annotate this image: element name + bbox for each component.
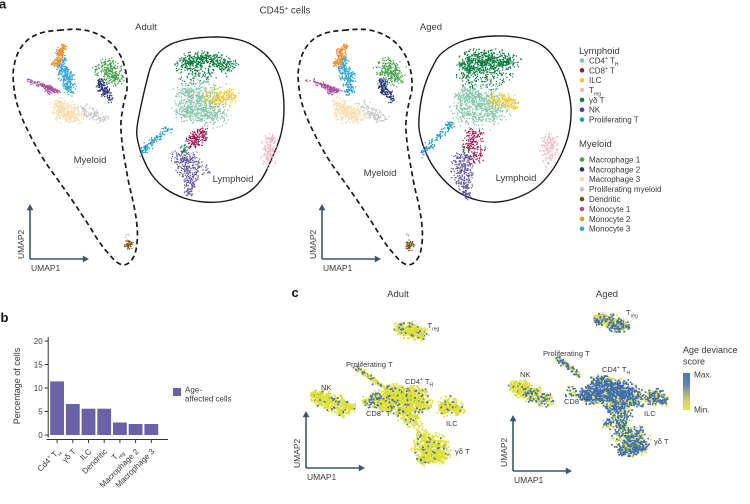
svg-text:UMAP2: UMAP2 (292, 438, 302, 468)
svg-text:Monocyte 1: Monocyte 1 (589, 205, 631, 214)
svg-text:Macrophage 2: Macrophage 2 (589, 165, 641, 174)
svg-text:20: 20 (34, 337, 43, 346)
svg-text:Treg: Treg (626, 308, 638, 320)
svg-text:Age-: Age- (185, 386, 202, 395)
svg-text:NK: NK (520, 370, 530, 379)
svg-text:CD45+ cells: CD45+ cells (260, 6, 311, 17)
svg-text:Myeloid: Myeloid (579, 139, 612, 150)
svg-text:Macrophage 1: Macrophage 1 (589, 155, 641, 164)
svg-text:ILC: ILC (644, 409, 656, 418)
svg-text:Lymphoid: Lymphoid (496, 173, 537, 184)
svg-text:UMAP2: UMAP2 (308, 229, 318, 259)
svg-text:CD4+ TH: CD4+ TH (589, 53, 619, 68)
svg-text:Monocyte 2: Monocyte 2 (589, 215, 631, 224)
svg-text:a: a (0, 0, 7, 12)
svg-text:CD4+ TH: CD4+ TH (602, 362, 630, 377)
svg-text:Min.: Min. (694, 405, 710, 415)
svg-text:Monocyte 3: Monocyte 3 (589, 225, 631, 234)
svg-text:Aged: Aged (596, 289, 618, 300)
svg-text:γδ T: γδ T (654, 437, 669, 446)
svg-text:Lymphoid: Lymphoid (213, 174, 254, 185)
svg-text:Proliferating T: Proliferating T (543, 349, 590, 358)
svg-text:γδ T: γδ T (60, 447, 77, 464)
svg-text:Proliferating myeloid: Proliferating myeloid (589, 185, 661, 194)
svg-text:UMAP2: UMAP2 (16, 229, 26, 259)
svg-text:γδ T: γδ T (589, 96, 605, 105)
svg-text:ILC: ILC (446, 419, 458, 428)
svg-text:5: 5 (38, 407, 43, 416)
svg-text:ILC: ILC (589, 76, 602, 85)
svg-text:Dendritic: Dendritic (589, 195, 621, 204)
svg-text:0: 0 (38, 431, 43, 440)
svg-text:c: c (292, 285, 299, 300)
svg-text:Proliferating T: Proliferating T (346, 360, 393, 369)
svg-text:Myeloid: Myeloid (364, 168, 397, 179)
svg-text:UMAP1: UMAP1 (514, 475, 544, 485)
svg-text:CD4+ TH: CD4+ TH (405, 374, 433, 389)
svg-text:Aged: Aged (420, 22, 442, 33)
svg-text:UMAP1: UMAP1 (323, 263, 353, 273)
svg-text:Myeloid: Myeloid (74, 155, 107, 166)
svg-text:Treg: Treg (589, 86, 601, 98)
svg-text:Treg: Treg (428, 321, 440, 333)
svg-text:Macrophage 3: Macrophage 3 (589, 175, 641, 184)
svg-text:Adult: Adult (387, 289, 409, 300)
svg-text:NK: NK (589, 106, 601, 115)
svg-text:NK: NK (321, 383, 331, 392)
svg-text:Percentage of cells: Percentage of cells (12, 347, 22, 424)
svg-text:Max.: Max. (694, 370, 712, 380)
svg-text:score: score (683, 357, 705, 367)
svg-text:UMAP1: UMAP1 (307, 472, 337, 482)
svg-text:10: 10 (34, 384, 43, 393)
svg-text:UMAP1: UMAP1 (31, 263, 61, 273)
svg-text:Cd4+ TH: Cd4+ TH (33, 445, 64, 476)
svg-text:Adult: Adult (135, 22, 157, 33)
svg-text:affected cells: affected cells (185, 395, 232, 404)
svg-text:UMAP2: UMAP2 (499, 437, 509, 467)
svg-text:15: 15 (34, 360, 43, 369)
svg-text:b: b (1, 310, 9, 325)
svg-text:Age deviance: Age deviance (683, 345, 738, 355)
svg-text:Lymphoid: Lymphoid (579, 46, 620, 57)
svg-text:γδ T: γδ T (455, 447, 470, 456)
svg-text:Proliferating T: Proliferating T (589, 116, 639, 125)
